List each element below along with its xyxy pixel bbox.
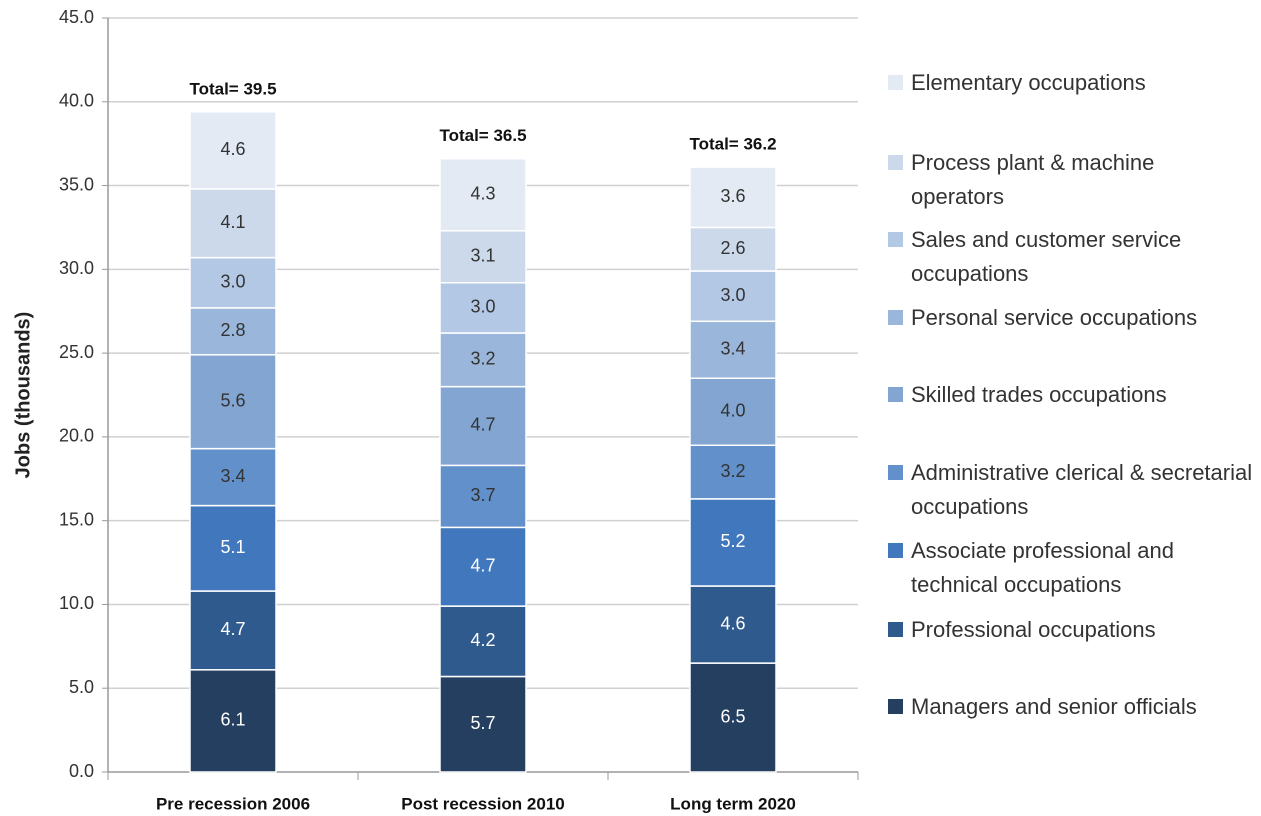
value-label: 4.7 <box>470 415 495 435</box>
legend-label: Elementary occupations <box>911 70 1146 95</box>
value-label: 3.4 <box>720 339 745 359</box>
value-label: 5.2 <box>720 531 745 551</box>
bar-segment <box>689 498 777 587</box>
legend-label: Process plant & machine operators <box>911 150 1155 209</box>
bar-segment <box>189 590 277 671</box>
legend-item: Elementary occupations <box>888 66 1253 100</box>
value-label: 3.0 <box>720 285 745 305</box>
legend-item: Managers and senior officials <box>888 690 1253 724</box>
value-label: 3.6 <box>720 186 745 206</box>
legend-item: Process plant & machine operators <box>888 146 1253 214</box>
value-label: 2.6 <box>720 238 745 258</box>
legend-swatch <box>888 232 903 247</box>
bar-segment <box>689 320 777 379</box>
value-label: 3.0 <box>470 297 495 317</box>
legend-swatch <box>888 75 903 90</box>
y-tick-label: 20.0 <box>59 426 94 446</box>
legend-label: Associate professional and technical occ… <box>911 538 1174 597</box>
bar-segment <box>189 669 277 773</box>
value-label: 4.1 <box>220 212 245 232</box>
legend-item: Administrative clerical & secretarial oc… <box>888 456 1253 524</box>
bar-segment <box>689 444 777 500</box>
value-label: 4.6 <box>220 139 245 159</box>
bar-segment <box>439 605 527 678</box>
legend-swatch <box>888 155 903 170</box>
y-tick-label: 25.0 <box>59 342 94 362</box>
value-label: 3.7 <box>470 485 495 505</box>
y-tick-label: 45.0 <box>59 7 94 27</box>
bar-segment <box>689 585 777 664</box>
value-label: 3.0 <box>220 271 245 291</box>
bar-segment <box>689 270 777 323</box>
value-label: 6.1 <box>220 710 245 730</box>
bar-segment <box>189 188 277 259</box>
value-label: 6.5 <box>720 706 745 726</box>
x-tick-label: Long term 2020 <box>670 794 796 813</box>
legend-item: Professional occupations <box>888 613 1253 647</box>
legend-swatch <box>888 699 903 714</box>
value-label: 4.2 <box>470 630 495 650</box>
y-tick-label: 15.0 <box>59 509 94 529</box>
bar-segment <box>689 226 777 272</box>
legend-label: Personal service occupations <box>911 305 1198 330</box>
value-label: 4.7 <box>220 619 245 639</box>
bar-segment <box>439 526 527 607</box>
total-label: Total= 39.5 <box>189 79 276 98</box>
bar-segment <box>689 662 777 773</box>
value-label: 3.2 <box>720 461 745 481</box>
bar-segment <box>689 166 777 229</box>
legend-label: Skilled trades occupations <box>911 382 1167 407</box>
y-tick-label: 5.0 <box>69 677 94 697</box>
y-tick-label: 40.0 <box>59 91 94 111</box>
value-label: 4.6 <box>720 613 745 633</box>
bar-segment <box>189 307 277 356</box>
legend-item: Personal service occupations <box>888 301 1253 335</box>
value-label: 3.2 <box>470 349 495 369</box>
x-tick-label: Pre recession 2006 <box>156 794 310 813</box>
legend-label: Administrative clerical & secretarial oc… <box>911 460 1253 519</box>
x-tick-label: Post recession 2010 <box>401 794 564 813</box>
value-label: 5.6 <box>220 390 245 410</box>
y-tick-label: 10.0 <box>59 593 94 613</box>
legend-item: Associate professional and technical occ… <box>888 534 1253 602</box>
legend-label: Managers and senior officials <box>911 694 1197 719</box>
value-label: 4.7 <box>470 555 495 575</box>
legend-item: Sales and customer service occupations <box>888 223 1253 291</box>
legend-label: Professional occupations <box>911 617 1156 642</box>
value-label: 4.3 <box>470 184 495 204</box>
legend-item: Skilled trades occupations <box>888 378 1253 412</box>
bar-segment <box>189 504 277 592</box>
y-tick-label: 35.0 <box>59 174 94 194</box>
y-tick-label: 30.0 <box>59 258 94 278</box>
value-label: 4.0 <box>720 401 745 421</box>
bar-segment <box>439 230 527 284</box>
bar-segment <box>439 385 527 467</box>
value-label: 3.4 <box>220 466 245 486</box>
y-tick-label: 0.0 <box>69 761 94 781</box>
legend-swatch <box>888 310 903 325</box>
bar-segment <box>189 256 277 309</box>
value-label: 5.1 <box>220 537 245 557</box>
value-label: 3.1 <box>470 246 495 266</box>
legend-swatch <box>888 622 903 637</box>
total-label: Total= 36.5 <box>439 126 526 145</box>
legend-swatch <box>888 543 903 558</box>
y-axis-label: Jobs (thousands) <box>12 312 34 479</box>
legend-swatch <box>888 387 903 402</box>
value-label: 2.8 <box>220 320 245 340</box>
bar-segment <box>439 332 527 388</box>
legend-label: Sales and customer service occupations <box>911 227 1182 286</box>
bar-segment <box>439 157 527 232</box>
total-label: Total= 36.2 <box>689 135 776 154</box>
bar-segment <box>189 447 277 507</box>
bar-segment <box>189 111 277 190</box>
value-label: 5.7 <box>470 713 495 733</box>
legend-swatch <box>888 465 903 480</box>
